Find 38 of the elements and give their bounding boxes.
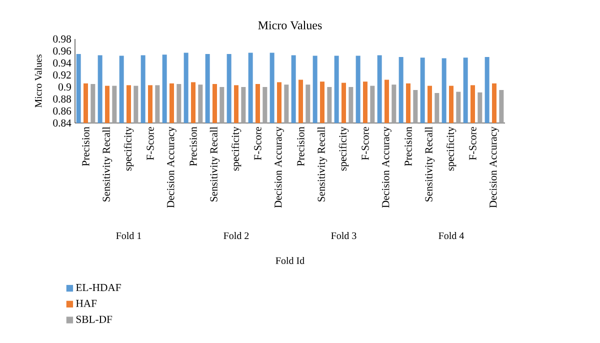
x-tick-label: Decision Accuracy — [167, 126, 176, 208]
x-tick-label: specificity — [446, 126, 456, 171]
x-tick-label: specificity — [124, 126, 134, 171]
y-axis-title: Micro Values — [34, 54, 42, 108]
text: Fold 4 — [438, 232, 464, 240]
text: Fold 2 — [224, 232, 249, 240]
y-tick-label: 0.9 — [58, 83, 71, 91]
y-tick-label: 0.92 — [53, 71, 71, 79]
x-tick-label: specificity — [231, 126, 242, 171]
y-tick-label: 0.88 — [53, 95, 71, 103]
text: Fold 3 — [331, 232, 356, 240]
x-axis-title: Fold Id — [276, 256, 304, 264]
x-tick-label: specificity — [338, 126, 349, 171]
x-tick-label: F-Score — [469, 126, 476, 160]
x-tick-label: F-Score — [254, 126, 262, 160]
legend-label: EL-HDAF — [76, 284, 121, 292]
x-tick-label: Precision — [190, 126, 197, 166]
x-tick-label: Sensitivity Recall — [424, 126, 435, 202]
legend-label: HAF — [76, 300, 97, 307]
y-tick-label: 0.96 — [53, 47, 72, 55]
x-tick-label: Sensitivity Recall — [317, 126, 328, 202]
x-tick-label: Decision Accuracy — [490, 126, 499, 208]
y-tick-label: 0.98 — [53, 35, 71, 43]
x-tick-label: Decision Accuracy — [274, 126, 284, 208]
y-tick-label: 0.86 — [53, 107, 72, 115]
y-tick-label: 0.84 — [53, 119, 72, 127]
x-tick-label: Sensitivity Recall — [102, 126, 112, 202]
x-tick-label: F-Score — [146, 126, 154, 160]
x-tick-label: F-Score — [362, 126, 369, 160]
x-tick-label: Sensitivity Recall — [210, 126, 220, 202]
x-tick-label: Precision — [82, 126, 90, 166]
chart-title: Micro Values — [258, 20, 322, 30]
legend-label: SBL-DF — [76, 316, 112, 323]
x-tick-label: Decision Accuracy — [382, 126, 392, 208]
text: Fold 1 — [116, 232, 142, 240]
y-tick-label: 0.94 — [53, 59, 72, 67]
x-tick-label: Precision — [404, 126, 412, 166]
x-tick-label: Precision — [297, 126, 304, 166]
